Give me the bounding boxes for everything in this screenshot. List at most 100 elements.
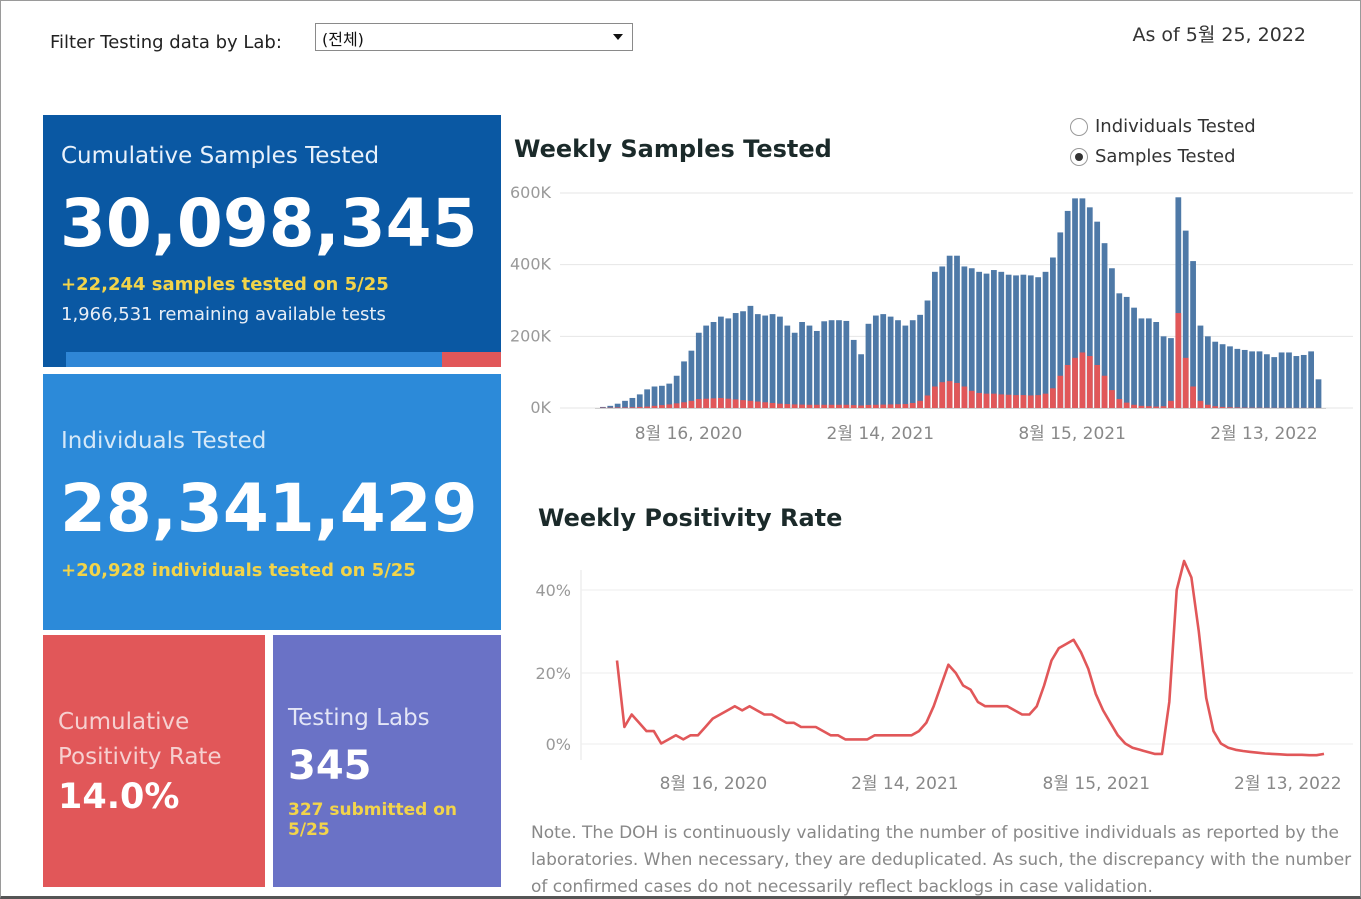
toggle-individuals-label: Individuals Tested [1095,116,1256,137]
bar-samples [747,305,754,408]
bar-samples [636,394,643,408]
bar-samples [1145,318,1152,408]
cumulative-samples-tile[interactable]: Cumulative Samples Tested 30,098,345 +22… [43,115,501,367]
bar-positive [887,404,894,408]
bar-positive [718,397,724,408]
chevron-down-icon[interactable] [613,34,623,40]
bar-samples [784,325,791,408]
bar-positive [946,381,953,408]
bar-samples [614,403,621,408]
radio-icon[interactable] [1070,118,1088,136]
toggle-individuals-tested[interactable]: Individuals Tested [1070,116,1256,146]
bar-samples [924,300,931,408]
bar-samples [991,270,997,408]
metric-toggle: Individuals Tested Samples Tested [1070,116,1256,176]
bar-samples [1263,354,1270,408]
bar-samples [1234,348,1241,408]
bar-samples [710,322,717,408]
bar-samples [1109,268,1115,408]
weekly-positivity-chart[interactable]: 40% 20% 0% 8월 16, 2020 2월 14, 2021 8월 15, 202… [0,0,1361,815]
weekly-samples-chart[interactable]: 600K 400K 200K 0K 8월 16, 2020 2월 14, 2021 8월 1… [0,0,1361,470]
bar-samples [843,320,850,408]
bar-samples [659,385,665,408]
bar-positive [1160,406,1167,408]
bar-positive [695,399,702,408]
bar-samples [976,271,983,408]
bar-positive [1013,395,1019,408]
bar-positive [636,406,643,408]
bar-samples [1042,271,1049,408]
individuals-tested-value: 28,341,429 [60,470,478,547]
positivity-rate-tile[interactable]: Cumulative Positivity Rate 14.0% [43,635,265,887]
bar-samples [791,332,798,408]
bar-positive [688,400,695,408]
bar-positive [1204,404,1211,408]
bar-positive [924,395,931,408]
bar-positive [740,400,746,408]
bar-positive [976,392,983,408]
bar-samples [1241,349,1248,408]
cumulative-samples-title: Cumulative Samples Tested [61,143,380,169]
bar-positive [858,405,864,408]
bar-positive [681,402,687,408]
bar-positive [1123,402,1130,408]
bar-samples [1131,307,1137,408]
bar-samples [983,273,990,408]
bar-positive [1042,393,1049,408]
bar-samples [836,320,842,408]
bar-positive [1175,313,1182,408]
bar-positive [1131,404,1137,408]
bar-samples [769,314,776,408]
testing-labs-value: 345 [288,743,372,789]
bar-positive [799,404,805,408]
bar-positive [1086,356,1093,408]
lab-filter-select[interactable]: (전체) [315,23,633,51]
x-tick-label: 2월 13, 2022 [1234,774,1342,794]
x-tick-label: 8월 15, 2021 [1018,424,1126,444]
bar-positive [1138,405,1145,408]
bar-samples [629,397,636,408]
bar-samples [917,314,923,408]
bar-samples [1190,261,1196,408]
weekly-positivity-title: Weekly Positivity Rate [538,504,843,532]
bar-samples [695,332,702,408]
bar-positive [828,404,835,408]
bar-samples [740,311,746,408]
bar-samples [998,271,1005,408]
x-tick-label: 2월 14, 2021 [851,774,959,794]
bar-samples [681,361,687,408]
as-of-date: As of 5월 25, 2022 [1132,24,1306,46]
bar-positive [710,398,717,408]
bar-samples [688,350,695,408]
bar-positive [666,404,673,408]
lab-filter-value: (전체) [322,30,364,49]
bar-positive [1153,406,1160,408]
bar-positive [673,403,680,408]
testing-labs-tile[interactable]: Testing Labs 345 327 submitted on 5/25 [273,635,501,887]
bar-samples [718,316,724,408]
bar-positive [1057,375,1064,408]
bar-samples [1212,341,1219,408]
bar-samples [703,325,710,408]
bar-positive [998,394,1005,408]
individuals-tested-tile[interactable]: Individuals Tested 28,341,429 +20,928 in… [43,374,501,630]
bar-samples [1197,325,1204,408]
bar-samples [1219,344,1226,408]
bar-positive [777,403,783,408]
x-tick-label: 8월 15, 2021 [1043,774,1151,794]
samples-daily-change: +22,244 samples tested on 5/25 [61,274,389,295]
bar-positive [651,405,658,408]
bar-samples [1315,379,1322,408]
toggle-samples-tested[interactable]: Samples Tested [1070,146,1256,176]
bar-samples [1027,275,1034,408]
bar-samples [1064,210,1071,408]
bar-samples [777,316,783,408]
testing-labs-title: Testing Labs [288,705,430,731]
bar-samples [666,383,673,408]
bar-positive [1072,357,1078,408]
bar-positive [902,404,909,408]
radio-icon[interactable] [1070,148,1088,166]
bar-positive [1234,407,1241,408]
bar-samples [754,314,761,408]
bar-positive [961,386,968,408]
